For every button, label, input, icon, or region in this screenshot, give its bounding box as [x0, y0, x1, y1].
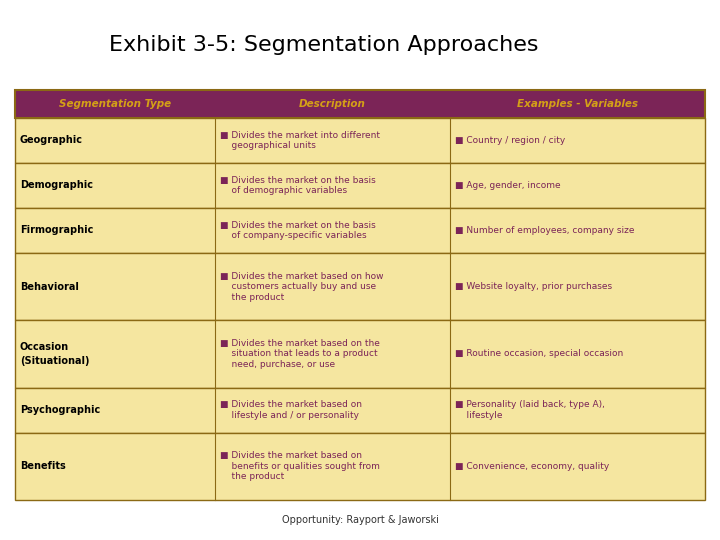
Text: lifestyle and / or personality: lifestyle and / or personality: [220, 411, 359, 420]
Text: Opportunity: Rayport & Jaworski: Opportunity: Rayport & Jaworski: [282, 515, 438, 525]
Text: ■ Divides the market based on the: ■ Divides the market based on the: [220, 339, 380, 348]
Text: situation that leads to a product: situation that leads to a product: [220, 349, 377, 359]
Bar: [15, 163, 705, 208]
Bar: [15, 320, 705, 388]
Text: Demographic: Demographic: [20, 180, 93, 191]
Text: Exhibit 3-5: Segmentation Approaches: Exhibit 3-5: Segmentation Approaches: [109, 35, 539, 55]
Text: lifestyle: lifestyle: [455, 411, 503, 420]
Text: Occasion
(Situational): Occasion (Situational): [20, 342, 89, 366]
Text: ■ Convenience, economy, quality: ■ Convenience, economy, quality: [455, 462, 609, 471]
Text: ■ Routine occasion, special occasion: ■ Routine occasion, special occasion: [455, 349, 624, 359]
Text: benefits or qualities sought from: benefits or qualities sought from: [220, 462, 380, 471]
Text: Behavioral: Behavioral: [20, 281, 79, 292]
Text: ■ Website loyalty, prior purchases: ■ Website loyalty, prior purchases: [455, 282, 612, 291]
Text: Description: Description: [299, 99, 366, 109]
Bar: [15, 208, 705, 253]
Bar: [15, 388, 705, 433]
Text: Firmographic: Firmographic: [20, 225, 94, 235]
Text: ■ Age, gender, income: ■ Age, gender, income: [455, 181, 561, 190]
Text: ■ Divides the market on the basis: ■ Divides the market on the basis: [220, 221, 376, 230]
Text: Benefits: Benefits: [20, 461, 66, 471]
Bar: [15, 90, 705, 118]
Text: of demographic variables: of demographic variables: [220, 186, 347, 195]
Text: ■ Divides the market based on how: ■ Divides the market based on how: [220, 272, 384, 280]
Bar: [15, 253, 705, 320]
Text: need, purchase, or use: need, purchase, or use: [220, 360, 335, 369]
Text: Examples - Variables: Examples - Variables: [517, 99, 638, 109]
Text: the product: the product: [220, 472, 284, 481]
Text: Geographic: Geographic: [20, 136, 83, 145]
Bar: [15, 118, 705, 163]
Text: customers actually buy and use: customers actually buy and use: [220, 282, 376, 291]
Text: ■ Divides the market on the basis: ■ Divides the market on the basis: [220, 176, 376, 185]
Text: Segmentation Type: Segmentation Type: [59, 99, 171, 109]
Text: ■ Number of employees, company size: ■ Number of employees, company size: [455, 226, 634, 235]
Text: ■ Divides the market into different: ■ Divides the market into different: [220, 131, 380, 140]
Text: ■ Personality (laid back, type A),: ■ Personality (laid back, type A),: [455, 400, 605, 409]
Text: ■ Divides the market based on: ■ Divides the market based on: [220, 451, 362, 460]
Text: ■ Country / region / city: ■ Country / region / city: [455, 136, 565, 145]
Text: of company-specific variables: of company-specific variables: [220, 231, 366, 240]
Bar: [15, 433, 705, 500]
Text: the product: the product: [220, 293, 284, 301]
Text: ■ Divides the market based on: ■ Divides the market based on: [220, 400, 362, 409]
Text: geographical units: geographical units: [220, 141, 316, 150]
Text: Psychographic: Psychographic: [20, 405, 100, 415]
